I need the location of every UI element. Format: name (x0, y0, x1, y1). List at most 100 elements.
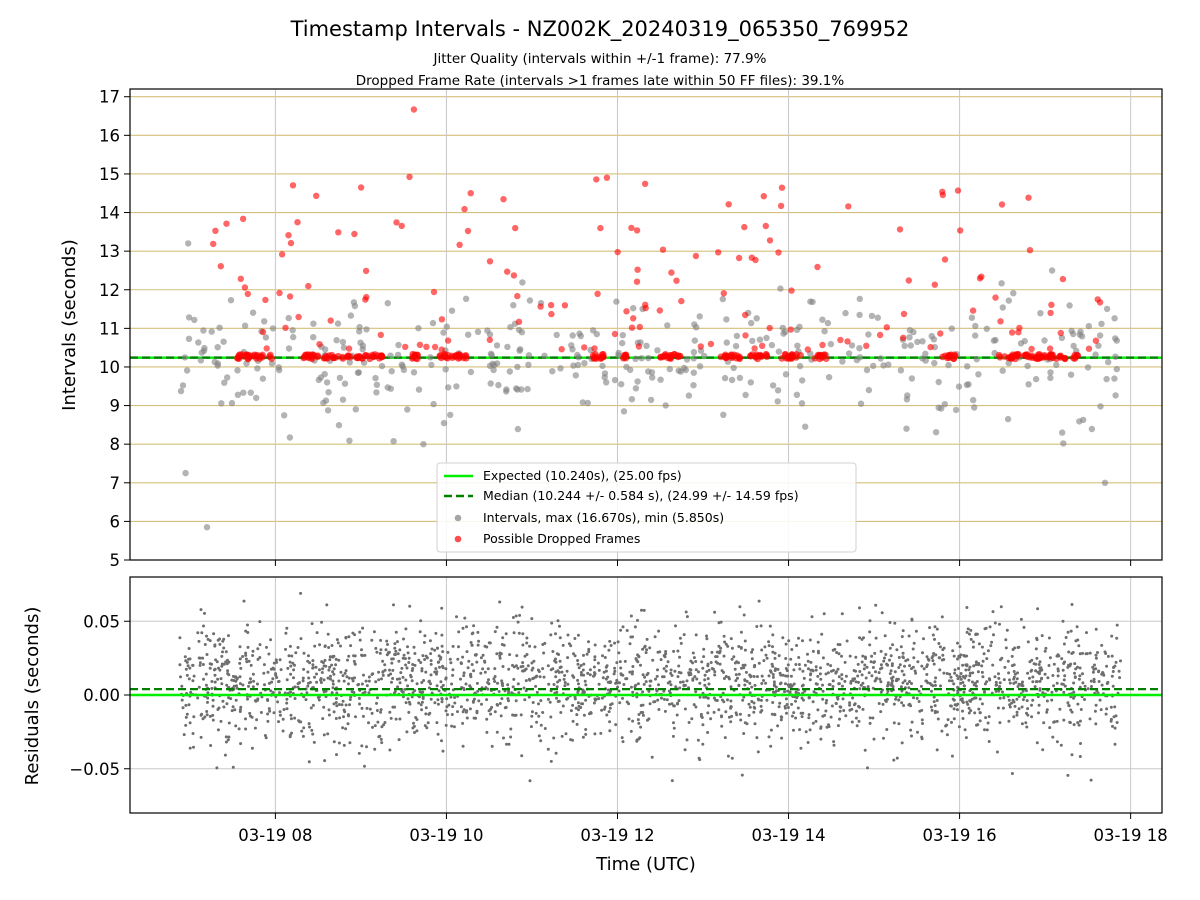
residual-point (332, 667, 336, 671)
residual-point (841, 697, 845, 701)
residual-point (885, 697, 889, 701)
residual-point (967, 668, 971, 672)
intervals-y-tick-label: 12 (99, 281, 120, 300)
residual-point (773, 713, 777, 717)
residual-point (701, 666, 705, 670)
interval-point (819, 316, 826, 323)
residual-point (1022, 625, 1026, 629)
interval-point (181, 354, 189, 361)
residual-point (618, 701, 622, 705)
residual-point (581, 688, 585, 692)
dropped-frame-point (597, 224, 604, 232)
residual-point (191, 679, 195, 683)
residual-point (258, 643, 262, 647)
residual-point (821, 656, 825, 660)
residual-point (523, 698, 527, 702)
residual-point (748, 681, 752, 685)
residual-point (338, 716, 342, 720)
residual-point (514, 699, 518, 703)
residual-point (765, 698, 769, 702)
residual-point (995, 750, 999, 754)
residual-point (208, 666, 212, 670)
residual-point (452, 725, 456, 729)
residual-point (1007, 719, 1011, 723)
residual-point (677, 670, 681, 674)
residual-point (444, 667, 448, 671)
interval-point (325, 389, 332, 396)
residual-point (777, 705, 781, 709)
interval-point (769, 382, 777, 389)
interval-point (632, 355, 639, 362)
interval-point (214, 344, 221, 351)
residual-point (636, 682, 640, 686)
residual-point (879, 667, 882, 671)
residual-point (188, 746, 192, 750)
residual-point (740, 773, 744, 777)
interval-point (643, 342, 650, 349)
residual-point (337, 703, 341, 706)
residual-point (309, 706, 313, 710)
interval-point (897, 367, 905, 374)
interval-point (510, 302, 517, 309)
residual-point (368, 707, 372, 711)
dropped-frame-point (611, 330, 619, 338)
residual-point (223, 753, 227, 757)
residual-point (1008, 705, 1012, 709)
interval-point (254, 365, 261, 372)
residual-point (500, 681, 504, 685)
residual-point (788, 690, 792, 694)
residual-point (317, 698, 321, 702)
residual-point (789, 657, 793, 661)
residual-point (971, 671, 975, 675)
interval-point (1112, 335, 1119, 342)
interval-point (354, 369, 362, 376)
residual-point (334, 697, 338, 700)
residual-point (752, 665, 756, 668)
interval-point (541, 352, 548, 359)
dropped-frame-point (438, 346, 445, 353)
residual-point (809, 673, 812, 677)
residual-point (1061, 619, 1065, 623)
residual-point (1035, 741, 1039, 745)
residual-point (218, 642, 222, 646)
residual-point (588, 668, 592, 672)
interval-point (793, 326, 801, 333)
dropped-frame-point (237, 275, 244, 282)
residual-point (472, 624, 476, 628)
residual-point (942, 658, 946, 661)
interval-point (747, 379, 754, 386)
residual-point (810, 615, 814, 619)
interval-point (919, 338, 926, 345)
residual-point (535, 690, 539, 694)
residual-point (234, 698, 238, 702)
interval-point (632, 385, 640, 392)
residual-point (715, 655, 719, 659)
residual-point (433, 648, 437, 652)
residual-point (1063, 660, 1066, 664)
residual-point (593, 655, 597, 659)
residual-point (347, 654, 351, 658)
residual-point (697, 670, 700, 674)
residual-point (959, 672, 963, 675)
residual-point (361, 714, 365, 718)
residual-point (830, 704, 834, 708)
residual-point (703, 673, 707, 677)
dropped-frame-point (804, 346, 811, 353)
residual-point (363, 653, 367, 657)
interval-point (384, 300, 391, 307)
residual-point (752, 710, 756, 714)
residual-point (792, 711, 796, 715)
interval-point (388, 368, 395, 375)
residual-point (451, 668, 455, 672)
residual-point (1078, 755, 1082, 758)
residual-point (537, 714, 541, 718)
residual-point (211, 713, 215, 717)
residual-point (305, 691, 309, 695)
residual-point (1021, 680, 1024, 684)
residuals-panel: −0.050.000.05 03-19 08 03-19 10 03-19 12 03… (22, 576, 1168, 875)
residual-point (492, 677, 496, 681)
residual-point (433, 701, 437, 705)
residual-point (178, 663, 182, 667)
residual-point (564, 732, 568, 736)
dropped-frame-point (1008, 353, 1016, 361)
